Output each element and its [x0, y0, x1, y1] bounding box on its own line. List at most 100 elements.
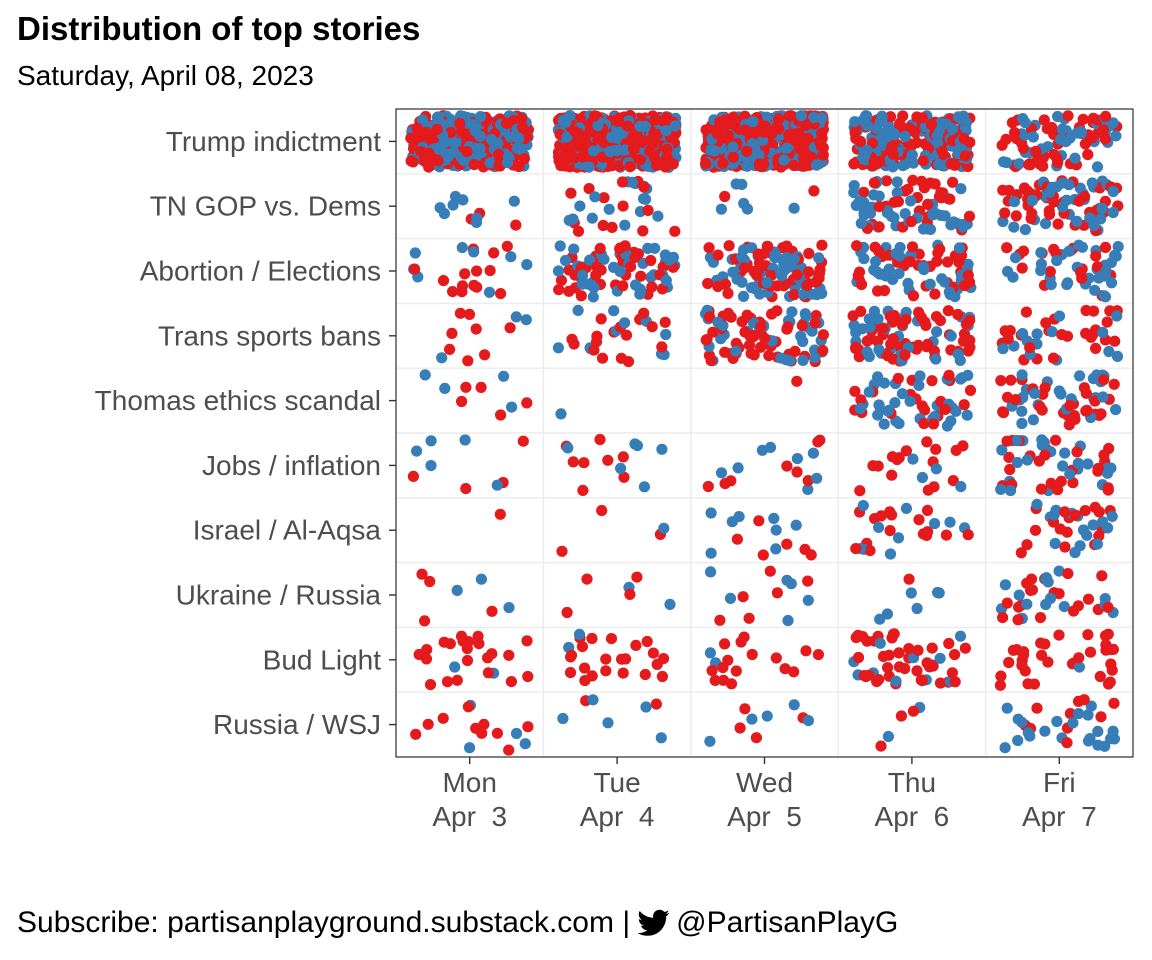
data-point-red: [1069, 413, 1081, 425]
data-point-red: [1034, 158, 1046, 170]
data-point-red: [773, 123, 785, 135]
data-point-red: [734, 722, 746, 734]
data-point-red: [613, 160, 626, 172]
data-point-blue: [439, 382, 451, 394]
data-point-red: [553, 284, 565, 296]
data-point-red: [759, 332, 771, 344]
data-point-red: [617, 451, 629, 463]
data-point-red: [656, 283, 669, 295]
data-point-blue: [730, 345, 742, 357]
data-point-red: [565, 187, 577, 199]
x-tick-label-date: Apr 5: [727, 801, 802, 832]
data-point-red: [719, 638, 731, 650]
data-point-red: [424, 679, 437, 691]
data-point-red: [501, 240, 513, 252]
data-point-blue: [883, 123, 895, 135]
data-point-blue: [849, 116, 861, 128]
data-point-blue: [561, 131, 573, 143]
data-point-red: [958, 133, 970, 145]
data-point-red: [788, 289, 800, 301]
data-point-red: [939, 403, 951, 415]
data-point-red: [1003, 656, 1015, 669]
data-point-blue: [727, 266, 739, 278]
data-point-blue: [1063, 245, 1075, 257]
data-point-red: [420, 126, 432, 138]
data-point-blue: [587, 291, 599, 303]
data-point-blue: [1073, 708, 1085, 720]
data-point-blue: [873, 344, 885, 356]
data-point-red: [705, 355, 717, 367]
data-point-red: [1081, 404, 1093, 416]
data-point-red: [596, 352, 609, 364]
data-point-blue: [786, 306, 798, 318]
data-point-blue: [503, 602, 515, 614]
data-point-red: [1038, 114, 1050, 126]
data-point-red: [583, 183, 595, 195]
data-point-red: [579, 662, 591, 674]
data-point-red: [888, 196, 900, 208]
chart-title: Distribution of top stories: [17, 10, 421, 47]
data-point-red: [606, 221, 618, 233]
data-point-blue: [521, 259, 533, 271]
data-point-red: [1004, 463, 1016, 476]
data-point-blue: [1059, 447, 1071, 459]
data-point-red: [707, 326, 719, 338]
data-point-red: [647, 647, 660, 659]
data-point-blue: [797, 335, 809, 348]
data-point-red: [752, 248, 764, 260]
data-point-red: [868, 177, 881, 189]
data-point-red: [635, 153, 647, 166]
data-point-red: [926, 375, 938, 387]
data-point-blue: [513, 132, 525, 144]
data-point-red: [738, 631, 750, 643]
data-point-blue: [608, 261, 620, 273]
data-point-blue: [1011, 456, 1023, 469]
data-point-blue: [1042, 141, 1054, 153]
data-point-red: [913, 514, 925, 526]
data-point-red: [518, 153, 531, 165]
data-point-blue: [704, 735, 716, 747]
data-point-blue: [957, 221, 969, 233]
data-point-red: [949, 159, 961, 171]
data-point-blue: [474, 111, 487, 123]
data-point-blue: [511, 142, 523, 154]
data-point-red: [631, 130, 643, 142]
data-point-red: [586, 670, 598, 682]
data-point-red: [560, 146, 572, 158]
y-tick-label: Russia / WSJ: [213, 709, 381, 740]
data-point-blue: [1058, 601, 1070, 613]
data-point-red: [1001, 597, 1013, 609]
y-tick-label: Trump indictment: [166, 126, 381, 157]
data-point-red: [642, 204, 654, 216]
data-point-red: [413, 648, 425, 661]
data-point-red: [719, 478, 731, 490]
data-point-red: [963, 276, 976, 288]
data-point-red: [1001, 435, 1013, 447]
data-point-red: [920, 341, 933, 353]
data-point-blue: [892, 532, 905, 544]
data-point-red: [917, 155, 929, 167]
data-point-red: [727, 151, 739, 163]
data-point-blue: [1110, 130, 1122, 142]
data-point-red: [907, 705, 920, 717]
data-point-blue: [416, 114, 428, 126]
data-point-red: [811, 276, 823, 288]
data-point-blue: [873, 399, 885, 411]
data-point-red: [561, 606, 573, 619]
data-point-red: [995, 375, 1007, 387]
data-point-blue: [1106, 510, 1118, 522]
data-point-red: [1024, 159, 1036, 171]
data-point-blue: [907, 453, 919, 465]
data-point-red: [590, 269, 602, 281]
data-point-blue: [761, 276, 773, 289]
data-point-red: [855, 394, 867, 406]
data-point-red: [572, 225, 585, 237]
data-point-red: [1053, 629, 1065, 641]
data-point-blue: [1096, 202, 1108, 215]
data-point-red: [1069, 509, 1081, 521]
data-point-red: [717, 661, 729, 674]
data-point-red: [789, 345, 801, 357]
data-point-blue: [506, 401, 518, 413]
data-point-red: [503, 744, 515, 756]
data-point-red: [704, 311, 716, 323]
